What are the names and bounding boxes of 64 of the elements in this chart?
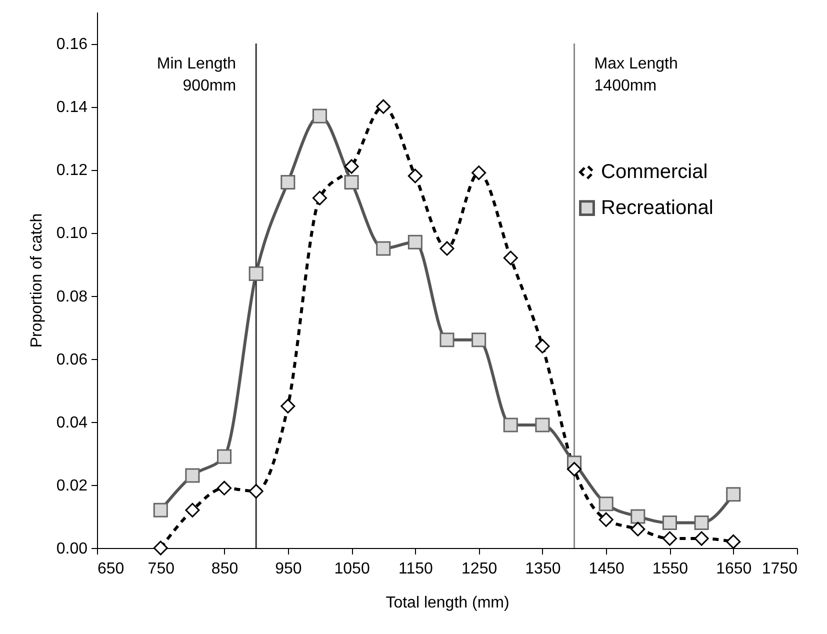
point xyxy=(662,516,677,530)
y-axis-title: Proportion of catch xyxy=(28,213,46,348)
point xyxy=(185,468,200,483)
ref-line-label: Min Length 900mm xyxy=(156,56,236,95)
x-tick-label: 1250 xyxy=(462,560,498,578)
y-tick-label: 0.12 xyxy=(56,162,88,180)
ref-line-label: Max Length 1400mm xyxy=(594,56,678,95)
legend-label: Commercial xyxy=(601,161,708,184)
point xyxy=(376,99,391,114)
x-tick-label: 1750 xyxy=(762,560,798,578)
point xyxy=(408,168,422,184)
point xyxy=(312,108,327,124)
y-tick-label: 0.04 xyxy=(56,414,88,432)
y-tick-label: 0.10 xyxy=(56,225,88,242)
point xyxy=(248,266,264,281)
x-tick-label: 1450 xyxy=(588,560,624,578)
point xyxy=(726,534,741,549)
point xyxy=(408,234,422,250)
legend-label: Recreational xyxy=(601,197,714,220)
point xyxy=(153,540,168,556)
point xyxy=(217,480,232,496)
point xyxy=(598,496,614,512)
point xyxy=(440,332,454,348)
point xyxy=(280,174,296,190)
y-tick-label: 0.02 xyxy=(56,477,88,494)
x-tick-label: 1050 xyxy=(334,560,370,578)
point xyxy=(535,338,550,354)
point xyxy=(153,502,168,518)
point xyxy=(312,190,327,206)
point xyxy=(503,418,518,432)
x-tick-label: 950 xyxy=(275,560,302,578)
point xyxy=(630,509,646,524)
x-tick-label: 750 xyxy=(148,560,175,578)
point xyxy=(280,398,296,414)
point xyxy=(344,159,359,174)
point xyxy=(248,484,264,499)
point xyxy=(567,462,582,476)
point xyxy=(472,166,486,180)
point xyxy=(472,332,486,348)
point xyxy=(440,241,454,256)
x-tick-label: 1150 xyxy=(398,560,433,578)
point xyxy=(185,502,200,518)
x-tick-label: 1650 xyxy=(716,560,752,578)
point xyxy=(503,250,518,266)
point xyxy=(535,418,550,432)
point xyxy=(376,241,391,256)
point xyxy=(662,531,677,546)
y-tick-label: 0.06 xyxy=(56,351,88,368)
point xyxy=(694,516,709,530)
x-tick-label: 1550 xyxy=(652,560,688,578)
point xyxy=(694,531,709,546)
y-tick-label: 0.14 xyxy=(56,99,88,116)
point xyxy=(217,449,232,464)
point xyxy=(344,174,359,190)
point xyxy=(630,522,646,536)
y-tick-label: 0.16 xyxy=(56,36,88,54)
x-tick-label: 1350 xyxy=(525,560,561,578)
y-tick-label: 0.00 xyxy=(56,540,88,558)
x-axis-title: Total length (mm) xyxy=(386,594,510,612)
x-tick-label: 850 xyxy=(211,560,238,578)
point xyxy=(726,487,741,502)
y-tick-label: 0.08 xyxy=(56,288,88,306)
x-tick-label: 650 xyxy=(98,560,124,578)
point xyxy=(598,512,614,527)
